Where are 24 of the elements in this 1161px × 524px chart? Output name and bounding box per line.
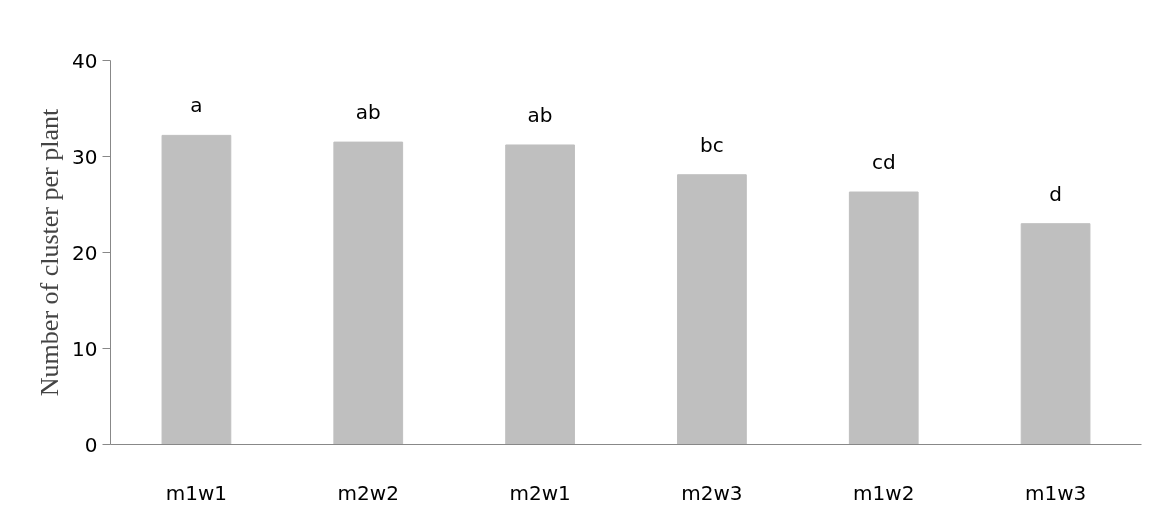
data-label: d [1049, 181, 1062, 206]
data-label: cd [871, 150, 896, 175]
y-axis-title: Number of cluster per plant [35, 108, 65, 397]
x-tick-label: m2w2 [337, 480, 399, 505]
bar [848, 191, 919, 445]
y-tick-label: 0 [84, 432, 98, 457]
y-tick-label: 20 [72, 240, 98, 265]
data-label: bc [700, 132, 724, 157]
y-tick-label: 40 [72, 48, 98, 73]
data-label: a [190, 93, 203, 118]
y-tick-label: 10 [72, 336, 98, 361]
y-tick-label: 30 [72, 144, 98, 169]
x-tick-label: m2w3 [681, 480, 743, 505]
bar [677, 174, 747, 445]
bar [333, 141, 404, 445]
data-label: ab [527, 102, 553, 127]
x-tick-label: m1w1 [165, 480, 228, 505]
x-tick-label: m1w3 [1024, 480, 1087, 505]
x-tick-label: m1w2 [853, 480, 915, 505]
bar [161, 134, 232, 445]
data-label: ab [355, 100, 381, 125]
bar [1020, 223, 1091, 445]
x-tick-label: m2w1 [509, 480, 571, 505]
bar [505, 144, 575, 445]
